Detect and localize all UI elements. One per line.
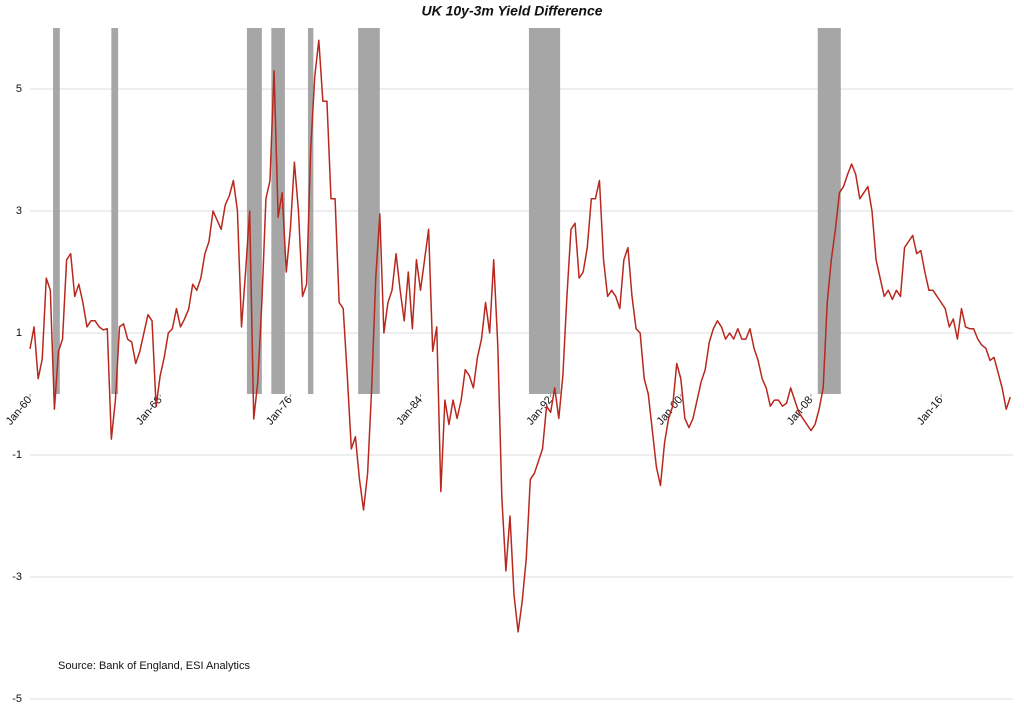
x-tick-label: Jan-08 xyxy=(785,394,816,427)
y-tick-label: -5 xyxy=(12,693,22,705)
shaded-period xyxy=(53,28,60,394)
shaded-period xyxy=(817,28,841,394)
x-tick-label: Jan-76 xyxy=(264,394,295,427)
y-tick-label: -3 xyxy=(12,571,22,583)
y-tick-label: 1 xyxy=(16,327,22,339)
shaded-period xyxy=(246,28,262,394)
source-note: Source: Bank of England, ESI Analytics xyxy=(58,660,251,672)
shaded-period xyxy=(528,28,561,394)
x-tick-label: Jan-16 xyxy=(915,394,946,427)
x-tick-label: Jan-00 xyxy=(655,394,686,427)
x-tick-label: Jan-84 xyxy=(394,394,425,427)
x-tick-label: Jan-60 xyxy=(4,394,35,427)
shaded-period xyxy=(358,28,380,394)
chart-title: UK 10y-3m Yield Difference xyxy=(421,3,602,19)
y-tick-label: -1 xyxy=(12,449,22,461)
y-tick-label: 5 xyxy=(16,83,22,95)
data-line xyxy=(29,39,1012,633)
shaded-period xyxy=(111,28,119,394)
x-tick-label: Jan-68 xyxy=(134,394,165,427)
shaded-period xyxy=(307,28,314,394)
y-tick-label: 3 xyxy=(16,205,22,217)
